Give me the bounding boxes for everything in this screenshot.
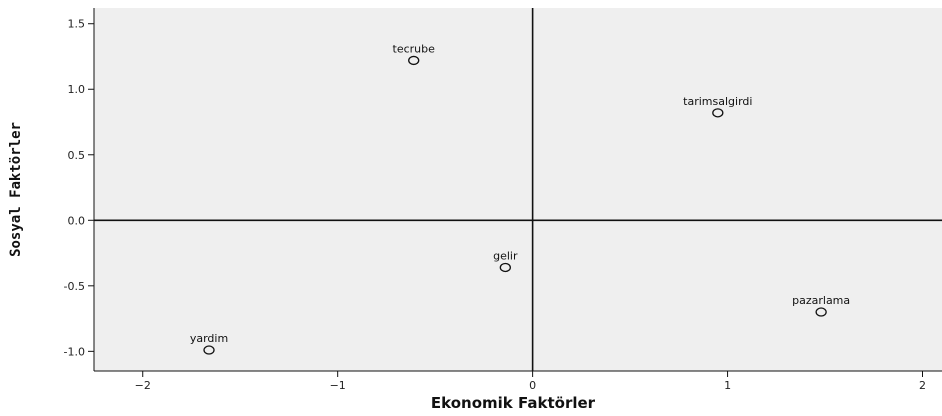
x-tick-label: −1 [330, 379, 346, 392]
x-axis-ticks: −2 −1 0 1 2 [135, 371, 926, 392]
y-tick-label: -1.0 [64, 345, 85, 358]
point-gelir-marker [499, 262, 511, 273]
plot-area [94, 8, 942, 371]
y-axis-ticks: -1.0 -0.5 0.0 0.5 1.0 1.5 [64, 18, 94, 358]
x-axis-label: Ekonomik Faktörler [431, 394, 596, 412]
y-tick-label: -0.5 [64, 280, 85, 293]
point-gelir-label: gelir [493, 249, 518, 262]
y-tick-label: 0.0 [68, 214, 86, 227]
x-tick-label: 1 [724, 379, 731, 392]
data-points: tecrube tarimsalgirdi gelir pazarlama yardim [190, 42, 850, 355]
x-tick-label: 0 [529, 379, 536, 392]
point-pazarlama-marker [815, 307, 827, 317]
point-yardim-label: yardim [190, 332, 228, 345]
point-pazarlama-label: pazarlama [792, 294, 850, 307]
x-tick-label: −2 [135, 379, 151, 392]
y-tick-label: 1.5 [68, 18, 86, 31]
point-tarimsalgirdi-label: tarimsalgirdi [683, 95, 752, 108]
y-axis-label: Sosyal Faktörler [8, 122, 24, 257]
point-tarimsalgirdi-marker [712, 108, 724, 118]
y-tick-label: 1.0 [68, 83, 86, 96]
y-tick-label: 0.5 [68, 149, 86, 162]
point-tecrube-label: tecrube [393, 42, 436, 55]
point-yardim-marker [203, 345, 215, 355]
point-tecrube-marker [408, 55, 420, 66]
x-tick-label: 2 [919, 379, 926, 392]
